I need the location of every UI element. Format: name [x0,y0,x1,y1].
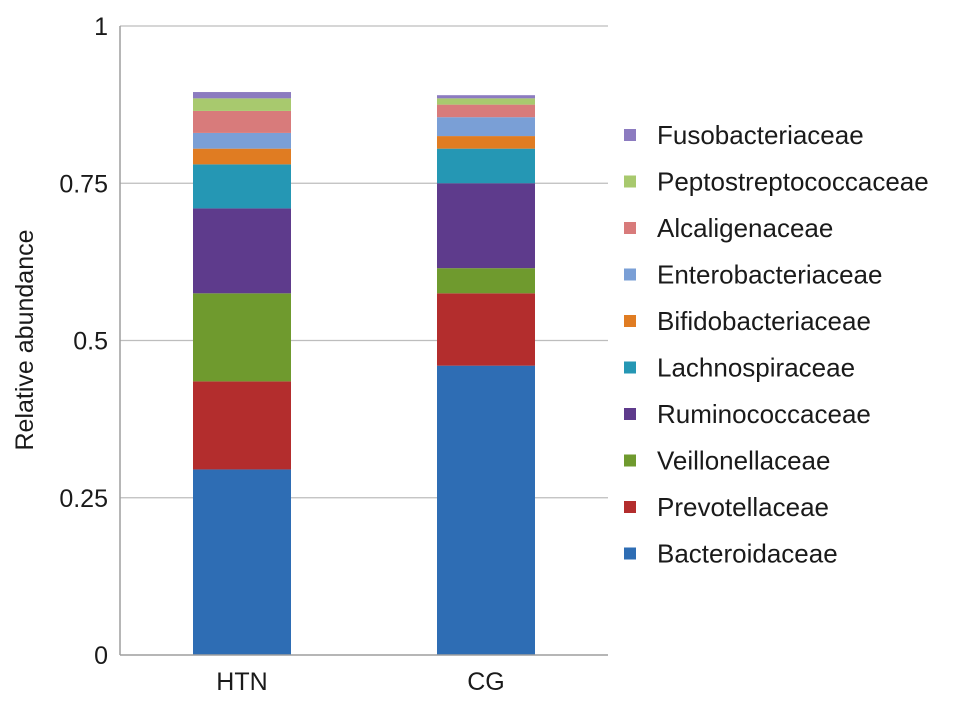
bar-segment-cg-bacteroidaceae [437,365,535,655]
axes [119,26,608,656]
bar-segment-htn-fusobacteriaceae [193,92,291,99]
legend-label: Fusobacteriaceae [657,120,864,150]
bar-segment-htn-enterobacteriaceae [193,132,291,149]
y-tick-labels: 0 0.25 0.5 0.75 1 [59,13,108,670]
bar-segment-cg-lachnospiraceae [437,148,535,184]
bar-segment-cg-peptostreptococcaceae [437,98,535,105]
bar-segment-htn-lachnospiraceae [193,164,291,209]
legend-swatch [624,361,636,374]
y-tick-label: 1 [94,13,108,41]
legend-label: Alcaligenaceae [657,213,833,243]
bar-segment-htn-veillonellaceae [193,293,291,382]
legend-item-veillonellaceae: Veillonellaceae [624,446,830,476]
bar-segment-cg-fusobacteriaceae [437,95,535,99]
y-axis-title: Relative abundance [11,230,39,451]
legend-swatch [624,129,636,141]
bar-segment-htn-peptostreptococcaceae [193,98,291,111]
bar-segment-cg-enterobacteriaceae [437,117,535,137]
legend-swatch [624,268,636,281]
legend-swatch [624,547,636,560]
legend-swatch [624,315,636,327]
legend-label: Prevotellaceae [657,492,829,522]
legend-label: Enterobacteriaceae [657,260,882,290]
legend-item-fusobacteriaceae: Fusobacteriaceae [624,120,864,150]
y-tick-label: 0.5 [73,328,108,356]
bar-segment-htn-alcaligenaceae [193,110,291,133]
bars [193,92,535,655]
bar-segment-cg-ruminococcaceae [437,183,535,269]
legend-item-bacteroidaceae: Bacteroidaceae [624,539,838,569]
bar-segment-htn-bacteroidaceae [193,469,291,655]
legend-label: Bacteroidaceae [657,539,838,569]
legend-swatch [624,454,636,467]
bar-segment-htn-ruminococcaceae [193,208,291,294]
legend-label: Peptostreptococcaceae [657,167,929,197]
y-tick-label: 0.75 [59,170,108,198]
legend-swatch [624,408,636,420]
legend-item-bifidobacteriaceae: Bifidobacteriaceae [624,306,871,336]
y-tick-label: 0.25 [59,485,108,513]
legend: Fusobacteriaceae Peptostreptococcaceae Alc… [624,120,929,569]
legend-label: Lachnospiraceae [657,353,855,383]
bar-segment-htn-prevotellaceae [193,381,291,470]
bar-segment-cg-alcaligenaceae [437,104,535,118]
legend-swatch [624,175,636,188]
x-tick-label-cg: CG [467,668,505,696]
legend-label: Veillonellaceae [657,446,830,476]
legend-item-ruminococcaceae: Ruminococcaceae [624,399,871,429]
bar-segment-htn-bifidobacteriaceae [193,148,291,165]
legend-item-peptostreptococcaceae: Peptostreptococcaceae [624,167,929,197]
legend-label: Ruminococcaceae [657,399,871,429]
legend-swatch [624,222,636,234]
y-tick-label: 0 [94,642,108,670]
legend-item-enterobacteriaceae: Enterobacteriaceae [624,260,882,290]
x-tick-labels: HTN CG [216,668,504,696]
legend-item-prevotellaceae: Prevotellaceae [624,492,829,522]
legend-label: Bifidobacteriaceae [657,306,871,336]
x-tick-label-htn: HTN [216,668,267,696]
legend-swatch [624,501,636,513]
legend-item-lachnospiraceae: Lachnospiraceae [624,353,855,383]
bar-segment-cg-bifidobacteriaceae [437,136,535,149]
bar-segment-cg-prevotellaceae [437,293,535,366]
bar-segment-cg-veillonellaceae [437,268,535,294]
legend-item-alcaligenaceae: Alcaligenaceae [624,213,833,243]
